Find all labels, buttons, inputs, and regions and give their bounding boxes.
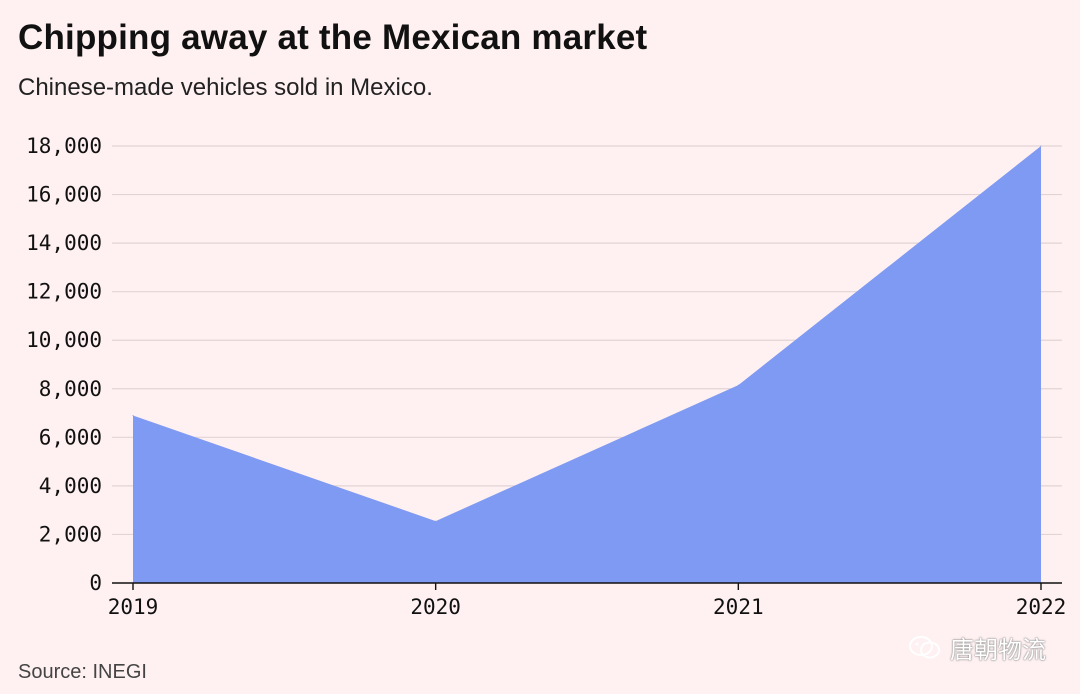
y-axis-ticks: 0 2,000 4,000 6,000 8,000 10,000 12,000 14,000 1… xyxy=(26,134,102,595)
data-point-2020 xyxy=(435,520,437,522)
y-tick-label: 12,000 xyxy=(26,280,102,304)
x-tick-label: 2020 xyxy=(410,595,461,619)
y-tick-label: 0 xyxy=(89,571,102,595)
area-fill xyxy=(133,146,1041,583)
chart-title: Chipping away at the Mexican market xyxy=(18,18,648,57)
y-tick-label: 18,000 xyxy=(26,134,102,158)
y-tick-label: 8,000 xyxy=(39,377,102,401)
x-tick-label: 2021 xyxy=(713,595,764,619)
chart-subtitle: Chinese-made vehicles sold in Mexico. xyxy=(18,74,433,101)
x-axis-ticks: 2019 2020 2021 2022 xyxy=(108,583,1067,619)
watermark: 唐朝物流 xyxy=(908,630,1046,665)
data-point-2019 xyxy=(132,414,134,416)
y-tick-label: 2,000 xyxy=(39,522,102,546)
watermark-text: 唐朝物流 xyxy=(950,636,1046,664)
source-note: Source: INEGI xyxy=(18,661,147,683)
y-tick-label: 6,000 xyxy=(39,425,102,449)
data-point-2022 xyxy=(1040,145,1042,147)
y-tick-label: 14,000 xyxy=(26,231,102,255)
data-point-2021 xyxy=(737,384,739,386)
x-tick-label: 2019 xyxy=(108,595,159,619)
area-series xyxy=(132,145,1042,583)
y-tick-label: 4,000 xyxy=(39,474,102,498)
wechat-icon xyxy=(909,635,940,658)
x-tick-label: 2022 xyxy=(1016,595,1067,619)
y-tick-label: 16,000 xyxy=(26,183,102,207)
y-tick-label: 10,000 xyxy=(26,328,102,352)
